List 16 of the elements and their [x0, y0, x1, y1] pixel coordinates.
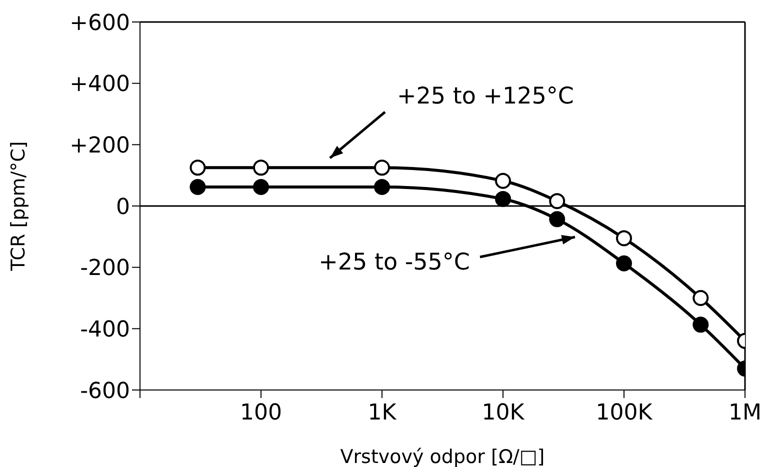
x-tick-label: 1K: [368, 400, 397, 426]
annotation: +25 to +125°C: [397, 83, 574, 110]
y-tick-label: +200: [70, 133, 130, 158]
annotation: +25 to -55°C: [318, 249, 470, 276]
x-tick-label: 1M: [728, 400, 760, 426]
y-tick-label: 0: [116, 194, 130, 220]
y-tick-label: -400: [80, 317, 130, 342]
x-tick-label: 100: [240, 400, 282, 426]
y-tick-label: -600: [80, 378, 130, 404]
x-tick-label: 100K: [596, 400, 653, 426]
y-tick-label: -200: [80, 256, 130, 282]
y-tick-label: +600: [70, 10, 130, 36]
x-axis-title: Vrstvový odpor [Ω/□]: [340, 446, 545, 467]
y-tick-label: +400: [70, 72, 130, 98]
y-axis-title: TCR [ppm/°C]: [8, 141, 30, 272]
x-tick-label: 10K: [482, 400, 525, 426]
